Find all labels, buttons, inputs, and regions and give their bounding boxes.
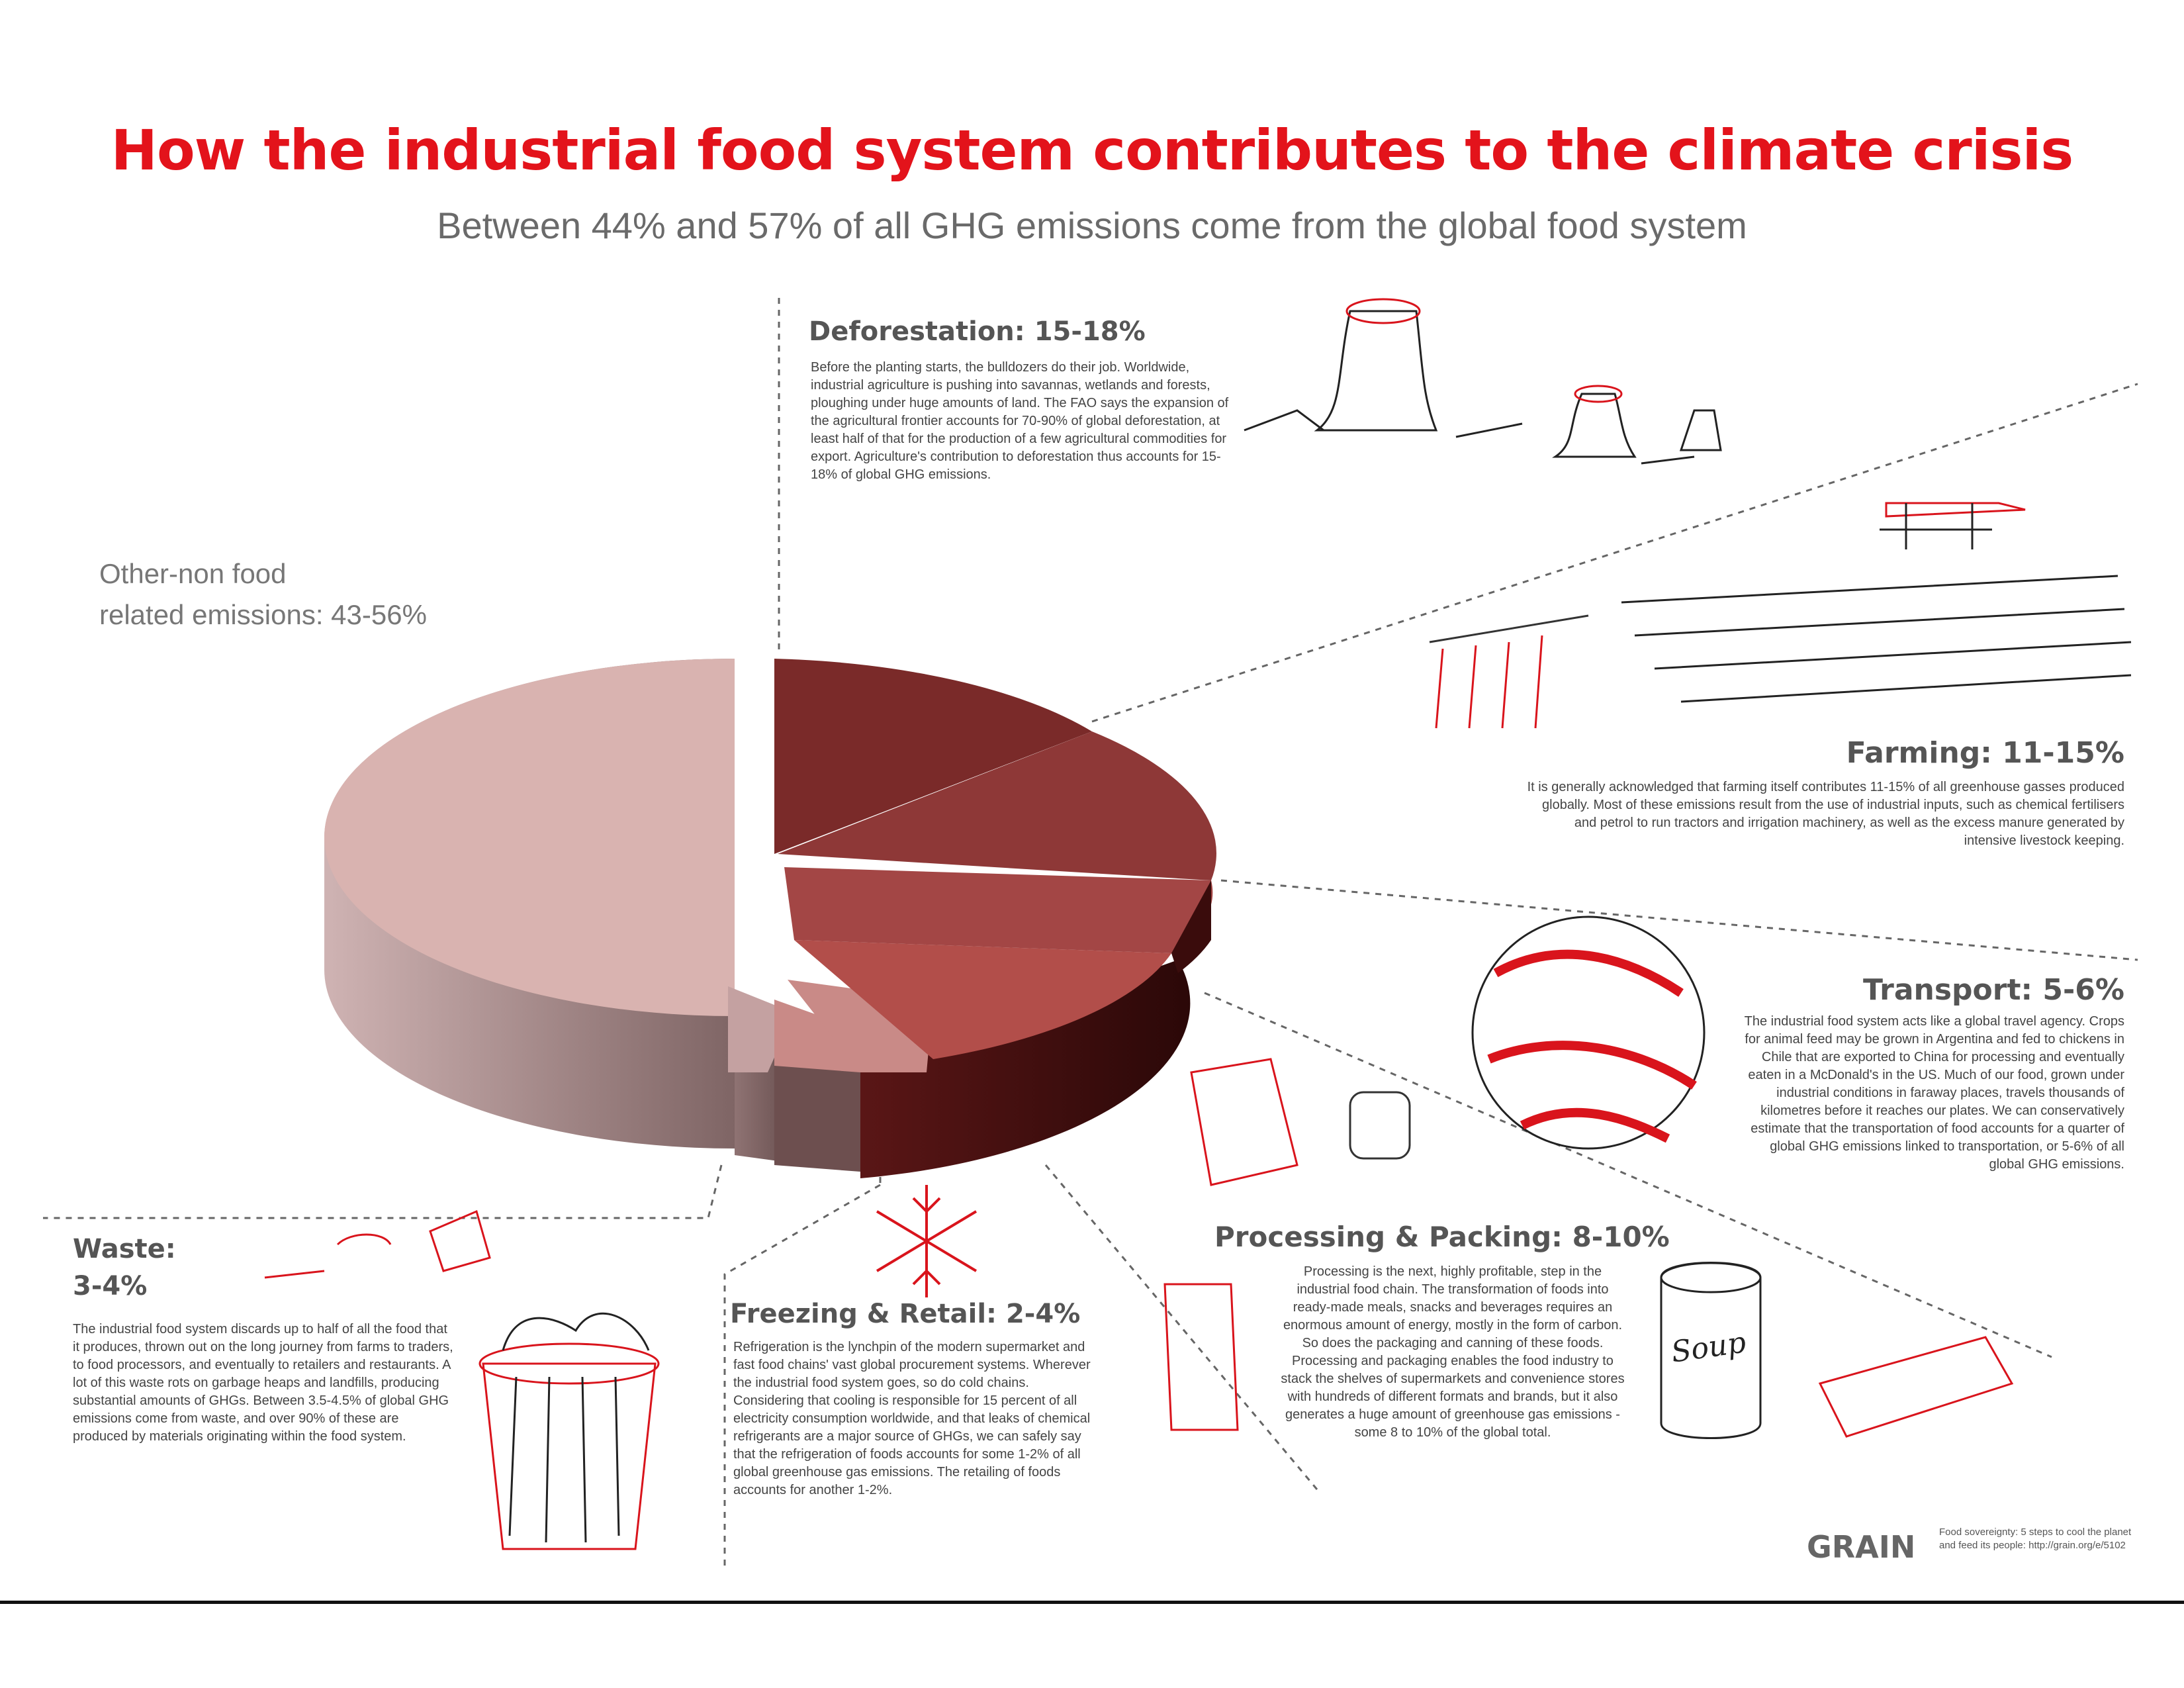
farming-leader-bottom <box>1220 879 2138 961</box>
pie-slice-farming-top <box>778 731 1216 880</box>
packaging-illustrations <box>1163 1058 2014 1439</box>
pie-slice-deforestation-top <box>774 659 1092 854</box>
plane-fields-illustration <box>1429 502 2132 729</box>
pie-slice-other-top <box>324 659 735 1016</box>
transport-leader <box>1204 992 2052 1358</box>
deforestation-heading: Deforestation: 15-18% <box>809 316 1146 347</box>
processing-heading: Processing & Packing: 8-10% <box>1214 1221 1670 1253</box>
waste-leader <box>43 1164 723 1219</box>
freezing-leader <box>723 1184 881 1569</box>
globe-illustration <box>1471 915 1706 1150</box>
bottom-rule <box>0 1601 2184 1604</box>
leader-lines <box>43 298 2138 1569</box>
deforestation-text: Before the planting starts, the bulldoze… <box>811 360 1229 482</box>
pie-chart <box>324 659 1216 1178</box>
processing-text: Processing is the next, highly profitabl… <box>1281 1264 1625 1440</box>
page-subtitle: Between 44% and 57% of all GHG emissions… <box>437 205 1747 246</box>
page-title: How the industrial food system contribut… <box>111 118 2074 183</box>
waste-text: The industrial food system discards up t… <box>73 1322 453 1444</box>
pie-slice-transport-top <box>784 867 1213 953</box>
freezing-text: Refrigeration is the lynchpin of the mod… <box>733 1340 1091 1497</box>
transport-text: The industrial food system acts like a g… <box>1744 1014 2124 1172</box>
other-emissions-label: Other-non food related emissions: 43-56% <box>99 558 427 630</box>
pie-slices-right-side <box>860 960 1191 1178</box>
farming-leader-top <box>1091 383 2138 723</box>
grain-logo: GRAIN <box>1807 1529 1916 1565</box>
trash-can-illustration <box>264 1209 660 1550</box>
farming-heading: Farming: 11-15% <box>1846 736 2124 770</box>
pie-slice-processing-top <box>794 940 1171 1059</box>
credits-note: Food sovereignty: 5 steps to cool the pl… <box>1939 1526 2132 1551</box>
tree-stumps-illustration <box>1244 298 1722 465</box>
transport-heading: Transport: 5-6% <box>1862 973 2124 1007</box>
snowflake-icon <box>876 1185 978 1297</box>
pie-slice-freezing-top <box>774 1000 867 1072</box>
waste-heading-line2: 3-4% <box>73 1271 148 1301</box>
farming-text: It is generally acknowledged that farmin… <box>1527 780 2124 848</box>
waste-heading-line1: Waste: <box>73 1234 176 1264</box>
freezing-heading: Freezing & Retail: 2-4% <box>730 1299 1081 1329</box>
